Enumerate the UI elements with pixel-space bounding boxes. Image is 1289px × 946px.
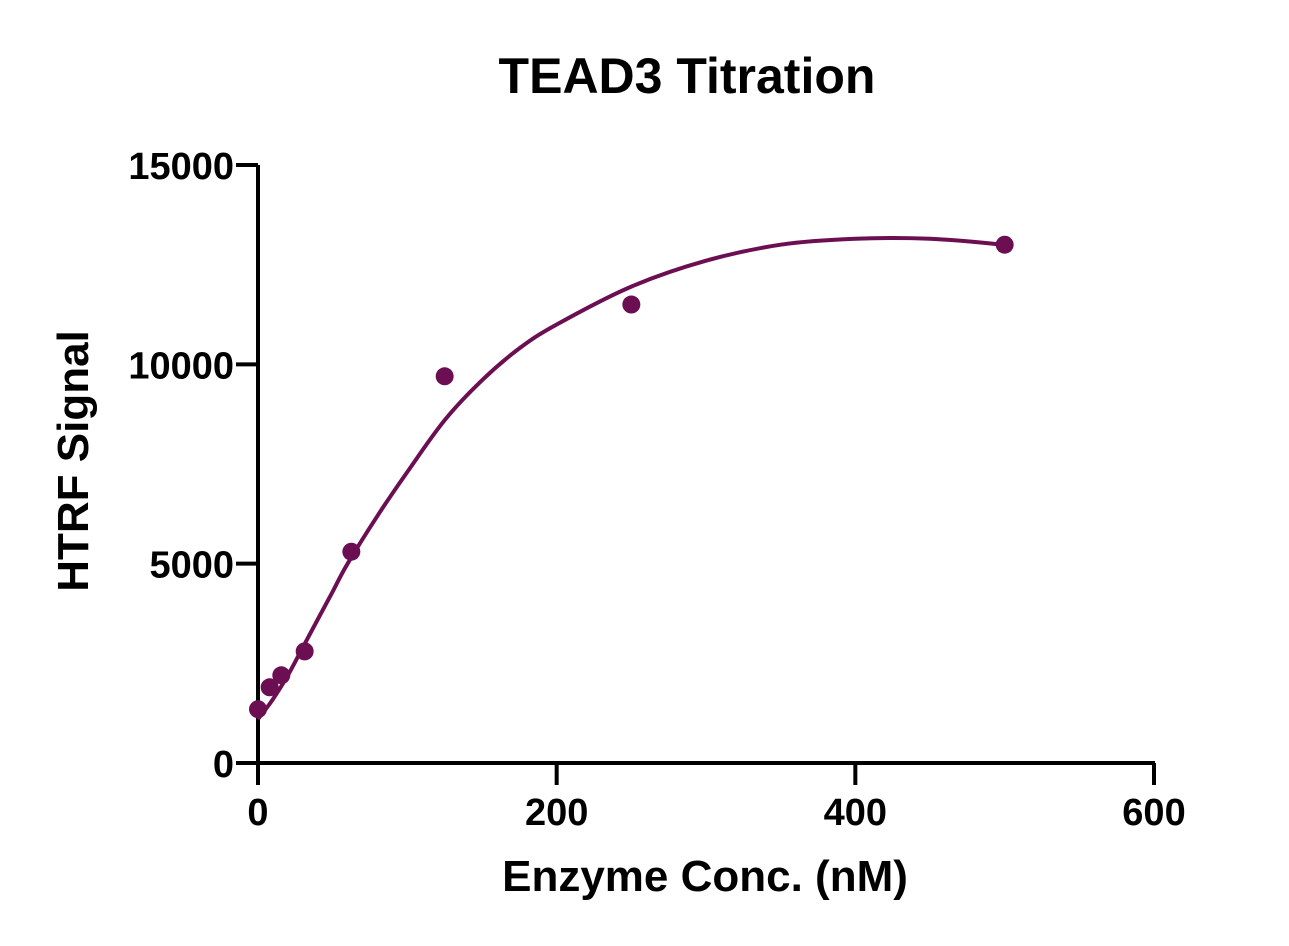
data-point	[342, 542, 361, 561]
data-point	[249, 700, 267, 719]
y-tick-label: 15000	[128, 146, 234, 188]
data-point	[435, 367, 454, 386]
x-tick-label: 600	[1122, 792, 1185, 834]
y-tick-label: 0	[213, 744, 234, 786]
y-axis-label: HTRF Signal	[49, 330, 98, 592]
x-tick-label: 400	[824, 792, 887, 834]
data-point	[622, 295, 641, 314]
data-point	[272, 666, 291, 685]
chart-title: TEAD3 Titration	[499, 48, 876, 104]
data-point	[995, 235, 1014, 254]
data-points	[249, 235, 1014, 719]
y-axis-ticks: 0 5000 10000 15000	[128, 146, 258, 786]
x-axis-ticks: 0 200 400 600	[247, 763, 1186, 834]
y-tick-label: 10000	[128, 345, 234, 387]
x-tick-label: 200	[525, 792, 588, 834]
x-axis-label: Enzyme Conc. (nM)	[502, 852, 908, 901]
y-tick-label: 5000	[149, 545, 234, 587]
data-point	[295, 642, 314, 661]
x-tick-label: 0	[247, 792, 268, 834]
data-point	[260, 678, 279, 697]
